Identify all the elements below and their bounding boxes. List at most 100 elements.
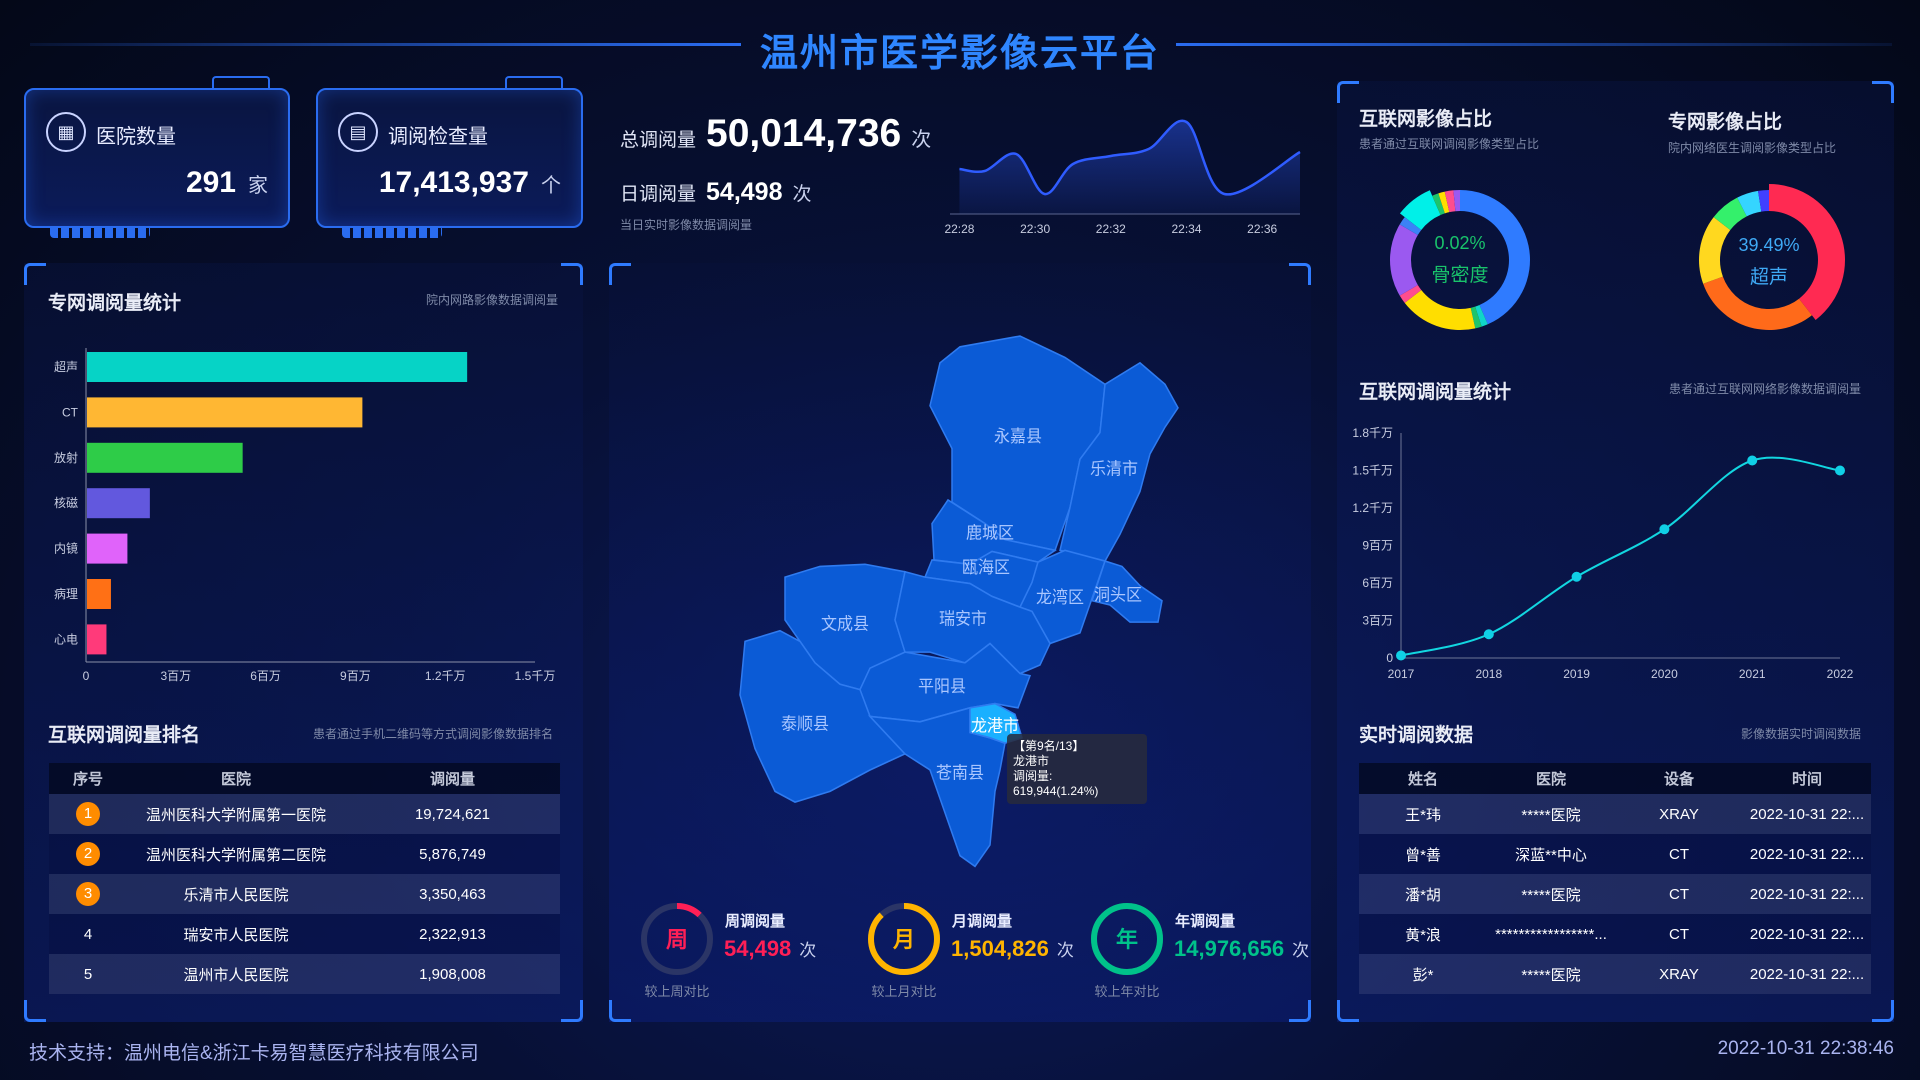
gauge-value: 1,504,826 bbox=[951, 936, 1049, 961]
y-tick-label: 0 bbox=[1386, 651, 1393, 665]
map-region-瑞安市[interactable] bbox=[894, 570, 1051, 675]
category-label: 病理 bbox=[54, 586, 78, 601]
x-tick-label: 1.5千万 bbox=[515, 669, 556, 683]
map-region-label: 文成县 bbox=[821, 614, 869, 634]
bar-放射 bbox=[87, 442, 243, 473]
internet-pie-title: 互联网影像占比 bbox=[1359, 109, 1493, 130]
ranking-table: 序号 医院 调阅量 1 温州医科大学附属第一医院 19,724,621 2 温州医科大学… bbox=[49, 763, 560, 994]
right-panel bbox=[1337, 81, 1894, 1022]
name-cell: 潘*胡 bbox=[1405, 886, 1441, 904]
daily-value: 54,498 bbox=[706, 178, 783, 206]
pie-slice bbox=[1713, 197, 1747, 230]
x-tick-label: 3百万 bbox=[160, 669, 191, 683]
kpi-card-hospitals: ▦ 医院数量 291 家 bbox=[24, 76, 290, 238]
category-label: 超声 bbox=[54, 359, 78, 374]
data-point-2019 bbox=[1571, 571, 1582, 582]
table-row[interactable]: 彭* *****医院 XRAY 2022-10-31 22:... bbox=[1359, 954, 1871, 994]
internet-views-line-chart: 0 3百万 6百万 9百万 1.2千万 1.5千万 1.8千万 2017 2018 2019 202… bbox=[1352, 426, 1853, 681]
y-tick-label: 1.2千万 bbox=[1352, 501, 1393, 515]
pie-slice bbox=[1438, 191, 1450, 214]
private-pie-subtitle: 院内网络医生调阅影像类型占比 bbox=[1668, 141, 1837, 155]
category-label: 心电 bbox=[54, 632, 78, 646]
pie-slice bbox=[1453, 190, 1460, 212]
x-tick-label: 22:34 bbox=[1171, 222, 1201, 236]
x-tick-label: 2018 bbox=[1475, 667, 1502, 681]
realtime-area-chart: 22:28 22:30 22:32 22:34 22:36 bbox=[944, 119, 1301, 236]
hospital-icon: ▦ bbox=[46, 112, 86, 152]
pie2-center-value: 39.49% bbox=[1738, 235, 1800, 255]
map-region-洞头区[interactable] bbox=[1091, 560, 1163, 623]
time-cell: 2022-10-31 22:... bbox=[1749, 805, 1865, 823]
internet-pie-subtitle: 患者通过互联网调阅影像类型占比 bbox=[1359, 137, 1540, 151]
gauge-ring: 年 bbox=[1091, 903, 1163, 975]
tooltip-value: 调阅量: 619,944(1.24%) bbox=[1013, 769, 1099, 798]
y-tick-label: 6百万 bbox=[1362, 576, 1393, 590]
total-label: 总调阅量 bbox=[620, 130, 697, 151]
x-tick-label: 22:28 bbox=[944, 222, 974, 236]
gauge-char: 年 bbox=[1116, 927, 1138, 952]
area-line bbox=[959, 119, 1301, 196]
map-region-乐清市[interactable] bbox=[1059, 361, 1179, 562]
tooltip-rank: 【第9名/13】 bbox=[1013, 739, 1085, 753]
table-row[interactable]: 1 温州医科大学附属第一医院 19,724,621 bbox=[49, 794, 560, 834]
left-panel bbox=[24, 263, 583, 1022]
gauge-compare-label: 较上月对比 bbox=[871, 984, 937, 999]
table-row[interactable]: 5 温州市人民医院 1,908,008 bbox=[49, 954, 560, 994]
col-header: 序号 bbox=[72, 771, 103, 788]
daily-unit: 次 bbox=[792, 184, 812, 205]
time-cell: 2022-10-31 22:... bbox=[1749, 885, 1865, 903]
total-value: 50,014,736 bbox=[706, 112, 902, 155]
rank-badge: 2 bbox=[76, 842, 100, 866]
kpi-unit: 个 bbox=[541, 175, 561, 197]
pie-slice bbox=[1399, 217, 1422, 236]
pie-slice bbox=[1399, 190, 1441, 230]
ranking-subtitle: 患者通过手机二维码等方式调阅影像数据排名 bbox=[312, 727, 553, 741]
time-cell: 2022-10-31 22:... bbox=[1749, 925, 1865, 943]
device-cell: CT bbox=[1669, 845, 1689, 863]
time-cell: 2022-10-31 22:... bbox=[1749, 845, 1865, 863]
hospital-name-cell: 乐清市人民医院 bbox=[183, 886, 289, 904]
current-datetime: 2022-10-31 22:38:46 bbox=[1717, 1038, 1894, 1059]
pie1-center-value: 0.02% bbox=[1434, 233, 1486, 253]
map-region-label: 苍南县 bbox=[936, 763, 984, 783]
y-tick-label: 1.5千万 bbox=[1352, 464, 1393, 478]
daily-label: 日调阅量 bbox=[620, 184, 697, 205]
table-row[interactable]: 曾*善 深蓝**中心 CT 2022-10-31 22:... bbox=[1359, 834, 1871, 874]
category-label: 核磁 bbox=[54, 495, 78, 510]
map-region-label: 鹿城区 bbox=[966, 523, 1014, 543]
name-cell: 彭* bbox=[1412, 966, 1434, 984]
map-region-label: 平阳县 bbox=[918, 676, 966, 696]
table-row[interactable]: 潘*胡 *****医院 CT 2022-10-31 22:... bbox=[1359, 874, 1871, 914]
pie-slice bbox=[1758, 190, 1769, 212]
table-row[interactable]: 4 瑞安市人民医院 2,322,913 bbox=[49, 914, 560, 954]
table-header: 姓名 医院 设备 时间 bbox=[1359, 763, 1871, 794]
views-cell: 5,876,749 bbox=[419, 845, 486, 863]
map-region-label: 乐清市 bbox=[1090, 459, 1138, 479]
x-tick-label: 22:36 bbox=[1247, 222, 1277, 236]
x-tick-label: 22:30 bbox=[1020, 222, 1050, 236]
pie-slice bbox=[1737, 190, 1762, 217]
data-point-2021 bbox=[1747, 455, 1758, 466]
name-cell: 黄*浪 bbox=[1405, 926, 1441, 944]
table-row[interactable]: 王*玮 *****医院 XRAY 2022-10-31 22:... bbox=[1359, 794, 1871, 834]
table-row[interactable]: 3 乐清市人民医院 3,350,463 bbox=[49, 874, 560, 914]
table-row[interactable]: 黄*浪 *****************... CT 2022-10-31 22:.… bbox=[1359, 914, 1871, 954]
col-header: 医院 bbox=[220, 771, 251, 788]
bar-chart-subtitle: 院内网路影像数据调阅量 bbox=[425, 293, 558, 307]
gauge-value: 14,976,656 bbox=[1174, 936, 1285, 961]
map-region-label: 瓯海区 bbox=[962, 557, 1010, 577]
series-line bbox=[1400, 456, 1841, 657]
data-point-2022 bbox=[1835, 465, 1845, 476]
rank-cell: 1 bbox=[49, 802, 127, 826]
table-row[interactable]: 2 温州医科大学附属第二医院 5,876,749 bbox=[49, 834, 560, 874]
hospital-cell: *****医院 bbox=[1521, 806, 1581, 824]
rank-badge: 3 bbox=[76, 882, 100, 906]
kpi-unit: 家 bbox=[248, 175, 268, 197]
pie-slice bbox=[1769, 184, 1845, 321]
pie-slice bbox=[1475, 304, 1488, 327]
views-cell: 3,350,463 bbox=[419, 885, 486, 903]
pie-slice bbox=[1470, 306, 1482, 329]
name-cell: 曾*善 bbox=[1405, 846, 1441, 864]
